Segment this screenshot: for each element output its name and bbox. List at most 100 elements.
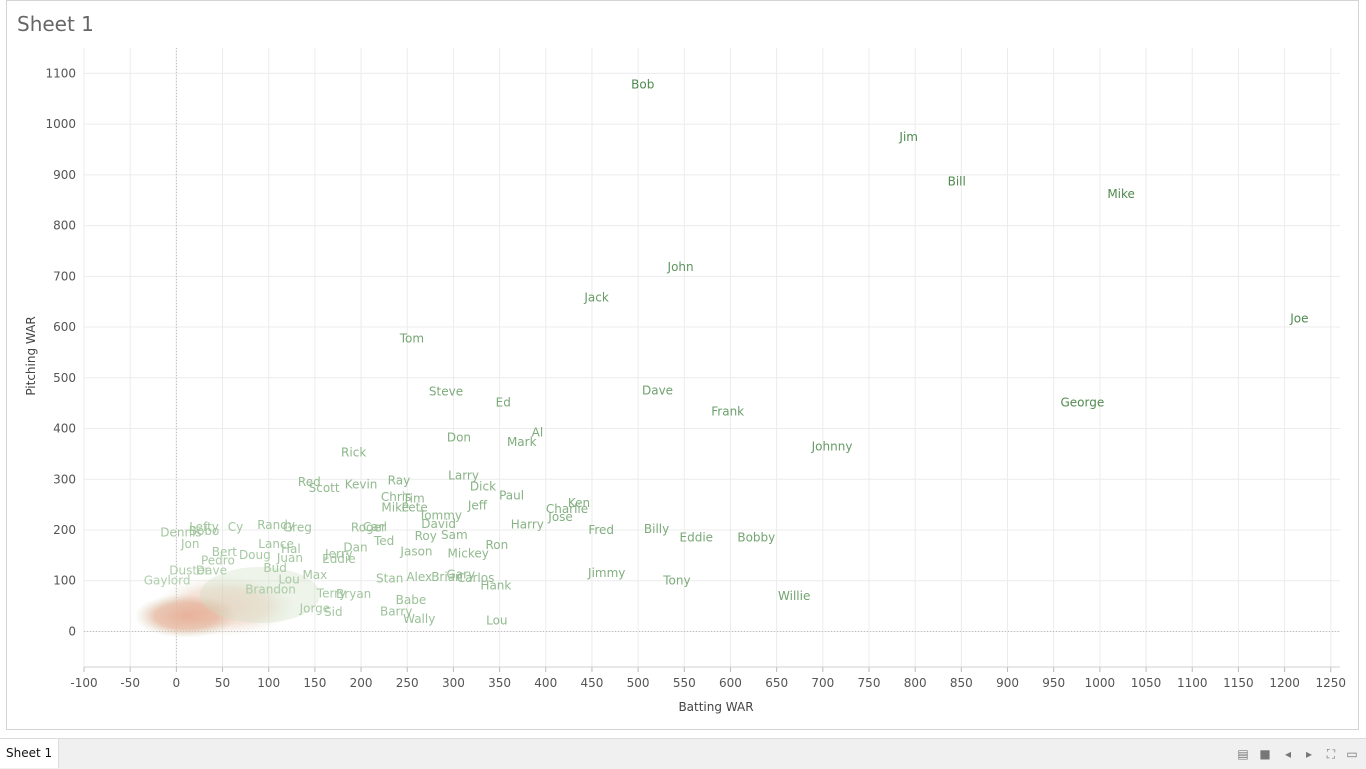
point-label-fred[interactable]: Fred: [588, 523, 614, 537]
point-label-al[interactable]: Al: [532, 426, 544, 440]
point-label-jon[interactable]: Jon: [180, 537, 200, 551]
point-label-randy[interactable]: Randy: [257, 518, 295, 532]
point-label-mike[interactable]: Mike: [1107, 187, 1135, 201]
sheet-tab-bar: Sheet 1 ▤ ■ ◂ ▸ ⛶ ▭: [0, 738, 1366, 769]
point-label-chris[interactable]: Chris: [381, 490, 412, 504]
point-label-ted[interactable]: Ted: [373, 534, 394, 548]
point-label-willie[interactable]: Willie: [778, 589, 810, 603]
sheet-tab[interactable]: Sheet 1: [0, 739, 60, 768]
point-label-dick[interactable]: Dick: [470, 479, 496, 493]
point-label-brandon[interactable]: Brandon: [245, 582, 296, 596]
point-label-greg[interactable]: Greg: [283, 520, 312, 534]
point-label-dave[interactable]: Dave: [642, 383, 673, 397]
point-label-pete[interactable]: Pete: [401, 501, 427, 515]
point-label-eddie[interactable]: Eddie: [680, 531, 714, 545]
point-label-bobby[interactable]: Bobby: [737, 531, 775, 545]
point-label-carlos[interactable]: Carlos: [457, 571, 495, 585]
point-label-wally[interactable]: Wally: [403, 612, 435, 626]
point-label-pedro[interactable]: Pedro: [201, 553, 235, 567]
fullscreen-icon[interactable]: ⛶: [1326, 747, 1336, 761]
point-label-tim[interactable]: Tim: [402, 492, 425, 506]
point-label-terry[interactable]: Terry: [316, 586, 346, 600]
point-label-paul[interactable]: Paul: [499, 489, 524, 503]
next-sheet-icon[interactable]: ▸: [1305, 747, 1313, 761]
point-label-ken[interactable]: Ken: [568, 496, 590, 510]
point-label-ray[interactable]: Ray: [388, 473, 411, 487]
point-label-tom[interactable]: Tom: [399, 332, 424, 346]
x-tick-label: 200: [350, 676, 373, 690]
data-marks[interactable]: Bob Jim Bill Mike John Jack Joe Tom Steve Dave Ed G…: [144, 78, 1309, 628]
prev-sheet-icon[interactable]: ◂: [1284, 747, 1292, 761]
point-label-joe[interactable]: Joe: [1289, 311, 1308, 325]
point-label-roger[interactable]: Roger: [351, 520, 386, 534]
point-label-dennis[interactable]: Dennis: [160, 526, 201, 540]
grid-view-icon[interactable]: ▤: [1237, 747, 1249, 761]
point-label-roy[interactable]: Roy: [415, 529, 437, 543]
point-label-jim[interactable]: Jim: [898, 130, 918, 144]
point-label-brian[interactable]: Brian: [431, 570, 462, 584]
point-label-george[interactable]: George: [1060, 396, 1104, 410]
point-label-lou[interactable]: Lou: [486, 613, 507, 627]
point-label-steve[interactable]: Steve: [429, 384, 463, 398]
point-label-jose[interactable]: Jose: [547, 510, 573, 524]
point-label-bob[interactable]: Bob: [631, 78, 654, 92]
point-label-sid[interactable]: Sid: [324, 605, 343, 619]
point-label-jorge[interactable]: Jorge: [299, 602, 331, 616]
point-label-mike[interactable]: Mike: [381, 501, 409, 515]
point-label-tommy[interactable]: Tommy: [418, 508, 462, 522]
point-label-max[interactable]: Max: [302, 568, 327, 582]
point-label-jack[interactable]: Jack: [583, 291, 608, 305]
point-label-bud[interactable]: Bud: [263, 561, 286, 575]
point-label-jerry[interactable]: Jerry: [324, 547, 353, 561]
point-label-ed[interactable]: Ed: [496, 396, 511, 410]
point-label-jason[interactable]: Jason: [399, 544, 432, 558]
point-label-lefty[interactable]: Lefty: [189, 520, 219, 534]
point-label-bert[interactable]: Bert: [212, 545, 238, 559]
point-label-red[interactable]: Red: [298, 475, 321, 489]
point-label-gary[interactable]: Gary: [446, 568, 475, 582]
point-label-bill[interactable]: Bill: [948, 174, 966, 188]
point-label-billy[interactable]: Billy: [644, 522, 669, 536]
point-label-johnny[interactable]: Johnny: [811, 439, 853, 453]
point-label-babe[interactable]: Babe: [396, 593, 427, 607]
point-label-frank[interactable]: Frank: [711, 404, 744, 418]
point-label-sam[interactable]: Sam: [441, 528, 468, 542]
point-label-tony[interactable]: Tony: [662, 574, 690, 588]
point-label-alex[interactable]: Alex: [406, 570, 432, 584]
point-label-kevin[interactable]: Kevin: [345, 477, 378, 491]
point-label-duster[interactable]: Duster: [169, 564, 209, 578]
point-label-john[interactable]: John: [667, 260, 694, 274]
point-label-juan[interactable]: Juan: [276, 551, 303, 565]
point-label-carl[interactable]: Carl: [363, 520, 387, 534]
point-label-mark[interactable]: Mark: [507, 435, 537, 449]
point-label-barry[interactable]: Barry: [380, 605, 412, 619]
point-label-jimmy[interactable]: Jimmy: [587, 566, 625, 580]
point-label-lou[interactable]: Lou: [278, 573, 299, 587]
point-label-jeff[interactable]: Jeff: [467, 499, 488, 513]
point-label-stan[interactable]: Stan: [376, 572, 403, 586]
scatter-chart[interactable]: -100 -50 0 50 100 150 200 250 300 350 400 450 500 550…: [0, 0, 1366, 730]
point-label-scott[interactable]: Scott: [309, 481, 340, 495]
point-label-hal[interactable]: Hal: [281, 542, 301, 556]
point-label-harry[interactable]: Harry: [511, 517, 544, 531]
point-label-don[interactable]: Don: [447, 431, 471, 445]
point-label-charlie[interactable]: Charlie: [546, 502, 588, 516]
point-label-bryan[interactable]: Bryan: [336, 587, 371, 601]
point-label-lance[interactable]: Lance: [258, 537, 294, 551]
point-label-ron[interactable]: Ron: [485, 538, 508, 552]
point-label-dave[interactable]: Dave: [196, 564, 227, 578]
point-label-rick[interactable]: Rick: [341, 445, 366, 459]
point-label-hank[interactable]: Hank: [480, 578, 511, 592]
presentation-icon[interactable]: ▭: [1346, 747, 1358, 761]
point-label-eddie[interactable]: Eddie: [322, 552, 356, 566]
point-label-bobo[interactable]: Bobo: [189, 524, 220, 538]
point-label-david[interactable]: David: [421, 517, 456, 531]
point-label-mickey[interactable]: Mickey: [448, 546, 489, 560]
point-label-doug[interactable]: Doug: [239, 548, 271, 562]
single-view-icon[interactable]: ■: [1259, 747, 1271, 761]
point-label-cy[interactable]: Cy: [228, 520, 243, 534]
point-label-dan[interactable]: Dan: [343, 540, 367, 554]
point-label-larry[interactable]: Larry: [448, 469, 479, 483]
point-label-gaylord[interactable]: Gaylord: [144, 574, 191, 588]
x-tick-label: 1150: [1223, 676, 1254, 690]
